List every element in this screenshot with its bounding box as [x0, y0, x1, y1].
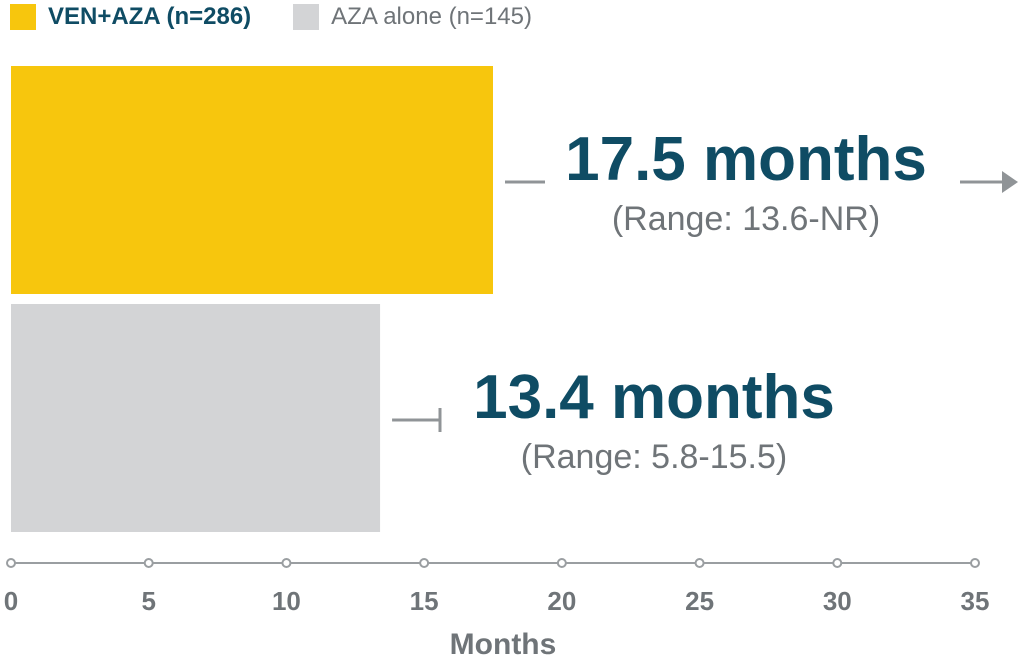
x-tick-label-20: 20: [547, 586, 576, 616]
bar-aza-alone: [11, 304, 381, 532]
x-tick-label-35: 35: [961, 586, 990, 616]
legend-swatch-aza-alone: [293, 4, 320, 30]
x-tick-marker-35: [970, 558, 980, 568]
legend-label-aza-alone: AZA alone (n=145): [331, 3, 532, 30]
x-tick-marker-25: [694, 558, 705, 568]
x-tick-label-0: 0: [4, 586, 18, 616]
legend-swatch-ven-aza: [10, 4, 36, 30]
legend-item-aza-alone: AZA alone (n=145): [293, 3, 532, 31]
x-tick-marker-20: [556, 558, 567, 568]
legend-item-ven-aza: VEN+AZA (n=286): [10, 3, 251, 31]
open-arrow-head-ven-aza: [1002, 171, 1018, 193]
x-tick-marker-5: [143, 558, 154, 568]
x-tick-label-30: 30: [823, 586, 852, 616]
median-label-ven-aza: 17.5 months: [565, 125, 927, 194]
x-tick-label-5: 5: [141, 586, 155, 616]
x-axis-title: Months: [450, 628, 557, 661]
x-tick-marker-10: [281, 558, 292, 568]
x-tick-label-25: 25: [685, 586, 714, 616]
x-tick-marker-15: [419, 558, 430, 568]
x-tick-label-15: 15: [410, 586, 439, 616]
x-tick-marker-0: [6, 558, 16, 568]
x-tick-label-10: 10: [272, 586, 301, 616]
legend-label-ven-aza: VEN+AZA (n=286): [48, 3, 252, 30]
range-label-aza-alone: (Range: 5.8-15.5): [521, 438, 788, 476]
bar-ven-aza: [11, 66, 493, 294]
median-label-aza-alone: 13.4 months: [473, 363, 835, 432]
x-tick-marker-30: [832, 558, 843, 568]
chart-legend: VEN+AZA (n=286) AZA alone (n=145): [10, 3, 574, 31]
range-label-ven-aza: (Range: 13.6-NR): [612, 200, 880, 238]
